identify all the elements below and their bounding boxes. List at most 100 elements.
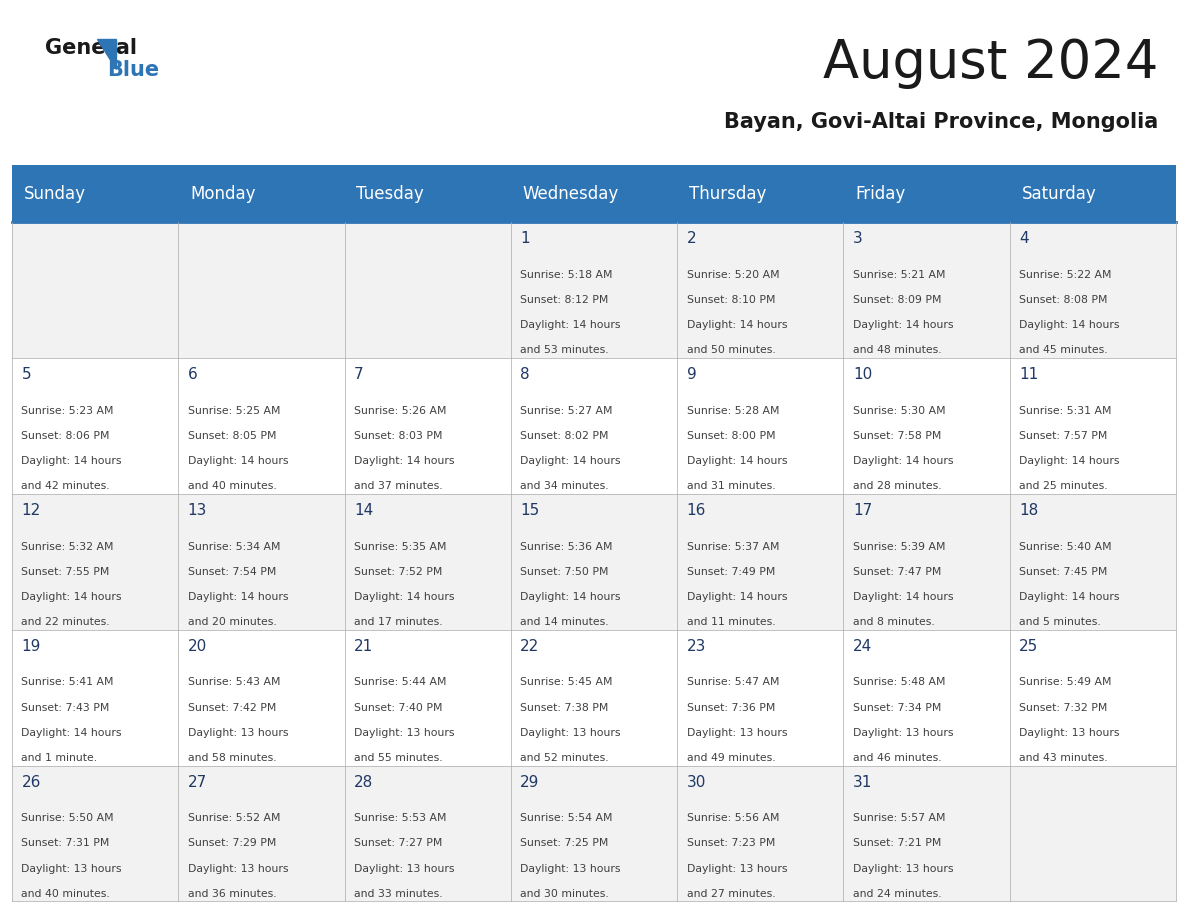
Text: 18: 18 xyxy=(1019,503,1038,518)
Text: Daylight: 14 hours: Daylight: 14 hours xyxy=(687,592,788,602)
Text: and 20 minutes.: and 20 minutes. xyxy=(188,617,277,627)
Text: 13: 13 xyxy=(188,503,207,518)
Text: Daylight: 14 hours: Daylight: 14 hours xyxy=(1019,456,1120,466)
Text: Sunset: 8:00 PM: Sunset: 8:00 PM xyxy=(687,431,776,441)
Text: Sunset: 7:21 PM: Sunset: 7:21 PM xyxy=(853,838,941,848)
Text: Sunrise: 5:52 AM: Sunrise: 5:52 AM xyxy=(188,813,280,823)
Text: Monday: Monday xyxy=(190,185,255,203)
Text: Friday: Friday xyxy=(855,185,905,203)
Text: 30: 30 xyxy=(687,775,706,789)
Text: Sunrise: 5:28 AM: Sunrise: 5:28 AM xyxy=(687,406,779,416)
Text: Daylight: 13 hours: Daylight: 13 hours xyxy=(354,864,455,874)
Text: Sunrise: 5:45 AM: Sunrise: 5:45 AM xyxy=(520,677,613,688)
Text: Sunset: 7:57 PM: Sunset: 7:57 PM xyxy=(1019,431,1107,441)
Text: Sunrise: 5:18 AM: Sunrise: 5:18 AM xyxy=(520,270,613,280)
Text: and 55 minutes.: and 55 minutes. xyxy=(354,753,443,763)
Text: Daylight: 13 hours: Daylight: 13 hours xyxy=(354,728,455,738)
Text: Sunset: 8:05 PM: Sunset: 8:05 PM xyxy=(188,431,276,441)
Text: Sunrise: 5:35 AM: Sunrise: 5:35 AM xyxy=(354,542,447,552)
Text: Daylight: 13 hours: Daylight: 13 hours xyxy=(188,864,289,874)
Text: Sunrise: 5:53 AM: Sunrise: 5:53 AM xyxy=(354,813,447,823)
Text: and 53 minutes.: and 53 minutes. xyxy=(520,345,609,355)
Text: Daylight: 13 hours: Daylight: 13 hours xyxy=(520,728,621,738)
Text: 20: 20 xyxy=(188,639,207,654)
Text: Daylight: 14 hours: Daylight: 14 hours xyxy=(520,456,621,466)
Text: 9: 9 xyxy=(687,367,696,382)
Text: and 24 minutes.: and 24 minutes. xyxy=(853,889,942,899)
Text: 3: 3 xyxy=(853,231,862,246)
Polygon shape xyxy=(97,39,116,69)
Text: Daylight: 14 hours: Daylight: 14 hours xyxy=(188,592,289,602)
Text: Daylight: 14 hours: Daylight: 14 hours xyxy=(21,728,122,738)
Text: Saturday: Saturday xyxy=(1022,185,1097,203)
FancyBboxPatch shape xyxy=(12,766,1176,901)
Text: Sunset: 7:31 PM: Sunset: 7:31 PM xyxy=(21,838,109,848)
FancyBboxPatch shape xyxy=(12,165,1176,222)
Text: Daylight: 14 hours: Daylight: 14 hours xyxy=(853,320,954,330)
Text: Daylight: 14 hours: Daylight: 14 hours xyxy=(1019,592,1120,602)
Text: Sunset: 7:49 PM: Sunset: 7:49 PM xyxy=(687,566,775,577)
Text: Sunset: 8:03 PM: Sunset: 8:03 PM xyxy=(354,431,442,441)
Text: General: General xyxy=(45,38,137,58)
Text: Sunday: Sunday xyxy=(24,185,86,203)
Text: and 45 minutes.: and 45 minutes. xyxy=(1019,345,1108,355)
Text: Sunset: 7:32 PM: Sunset: 7:32 PM xyxy=(1019,702,1107,712)
Text: and 17 minutes.: and 17 minutes. xyxy=(354,617,443,627)
Text: and 30 minutes.: and 30 minutes. xyxy=(520,889,609,899)
Text: 15: 15 xyxy=(520,503,539,518)
Text: Daylight: 14 hours: Daylight: 14 hours xyxy=(21,456,122,466)
Text: and 8 minutes.: and 8 minutes. xyxy=(853,617,935,627)
Text: Sunset: 7:47 PM: Sunset: 7:47 PM xyxy=(853,566,941,577)
Text: Sunrise: 5:47 AM: Sunrise: 5:47 AM xyxy=(687,677,779,688)
Text: Sunset: 7:23 PM: Sunset: 7:23 PM xyxy=(687,838,775,848)
Text: Sunset: 7:55 PM: Sunset: 7:55 PM xyxy=(21,566,109,577)
Text: and 25 minutes.: and 25 minutes. xyxy=(1019,481,1108,491)
Text: Sunset: 7:29 PM: Sunset: 7:29 PM xyxy=(188,838,276,848)
Text: Sunrise: 5:36 AM: Sunrise: 5:36 AM xyxy=(520,542,613,552)
Text: Daylight: 13 hours: Daylight: 13 hours xyxy=(687,864,788,874)
Text: Bayan, Govi-Altai Province, Mongolia: Bayan, Govi-Altai Province, Mongolia xyxy=(723,112,1158,132)
Text: Sunset: 8:12 PM: Sunset: 8:12 PM xyxy=(520,295,608,305)
Text: Sunrise: 5:34 AM: Sunrise: 5:34 AM xyxy=(188,542,280,552)
Text: Sunset: 7:34 PM: Sunset: 7:34 PM xyxy=(853,702,941,712)
Text: 1: 1 xyxy=(520,231,530,246)
Text: and 37 minutes.: and 37 minutes. xyxy=(354,481,443,491)
Text: 27: 27 xyxy=(188,775,207,789)
Text: Blue: Blue xyxy=(107,60,159,80)
Text: Daylight: 13 hours: Daylight: 13 hours xyxy=(21,864,122,874)
Text: Thursday: Thursday xyxy=(689,185,766,203)
Text: 31: 31 xyxy=(853,775,872,789)
Text: 25: 25 xyxy=(1019,639,1038,654)
FancyBboxPatch shape xyxy=(12,630,1176,766)
Text: 6: 6 xyxy=(188,367,197,382)
Text: Daylight: 14 hours: Daylight: 14 hours xyxy=(687,320,788,330)
Text: Daylight: 14 hours: Daylight: 14 hours xyxy=(354,456,455,466)
Text: and 27 minutes.: and 27 minutes. xyxy=(687,889,776,899)
Text: Daylight: 13 hours: Daylight: 13 hours xyxy=(520,864,621,874)
Text: Daylight: 13 hours: Daylight: 13 hours xyxy=(687,728,788,738)
Text: Sunrise: 5:23 AM: Sunrise: 5:23 AM xyxy=(21,406,114,416)
Text: 10: 10 xyxy=(853,367,872,382)
Text: and 33 minutes.: and 33 minutes. xyxy=(354,889,443,899)
Text: Daylight: 14 hours: Daylight: 14 hours xyxy=(520,592,621,602)
Text: Daylight: 14 hours: Daylight: 14 hours xyxy=(853,592,954,602)
Text: Sunset: 7:36 PM: Sunset: 7:36 PM xyxy=(687,702,775,712)
Text: and 49 minutes.: and 49 minutes. xyxy=(687,753,776,763)
Text: Sunset: 8:02 PM: Sunset: 8:02 PM xyxy=(520,431,608,441)
Text: and 40 minutes.: and 40 minutes. xyxy=(188,481,277,491)
Text: August 2024: August 2024 xyxy=(823,37,1158,89)
Text: 8: 8 xyxy=(520,367,530,382)
Text: Sunrise: 5:40 AM: Sunrise: 5:40 AM xyxy=(1019,542,1112,552)
Text: Daylight: 14 hours: Daylight: 14 hours xyxy=(1019,320,1120,330)
Text: Sunset: 8:06 PM: Sunset: 8:06 PM xyxy=(21,431,109,441)
Text: and 34 minutes.: and 34 minutes. xyxy=(520,481,609,491)
Text: Sunrise: 5:30 AM: Sunrise: 5:30 AM xyxy=(853,406,946,416)
Text: 12: 12 xyxy=(21,503,40,518)
Text: Daylight: 13 hours: Daylight: 13 hours xyxy=(188,728,289,738)
Text: and 36 minutes.: and 36 minutes. xyxy=(188,889,277,899)
Text: 22: 22 xyxy=(520,639,539,654)
Text: Sunrise: 5:56 AM: Sunrise: 5:56 AM xyxy=(687,813,779,823)
Text: Sunset: 7:45 PM: Sunset: 7:45 PM xyxy=(1019,566,1107,577)
Text: 5: 5 xyxy=(21,367,31,382)
Text: Sunrise: 5:43 AM: Sunrise: 5:43 AM xyxy=(188,677,280,688)
